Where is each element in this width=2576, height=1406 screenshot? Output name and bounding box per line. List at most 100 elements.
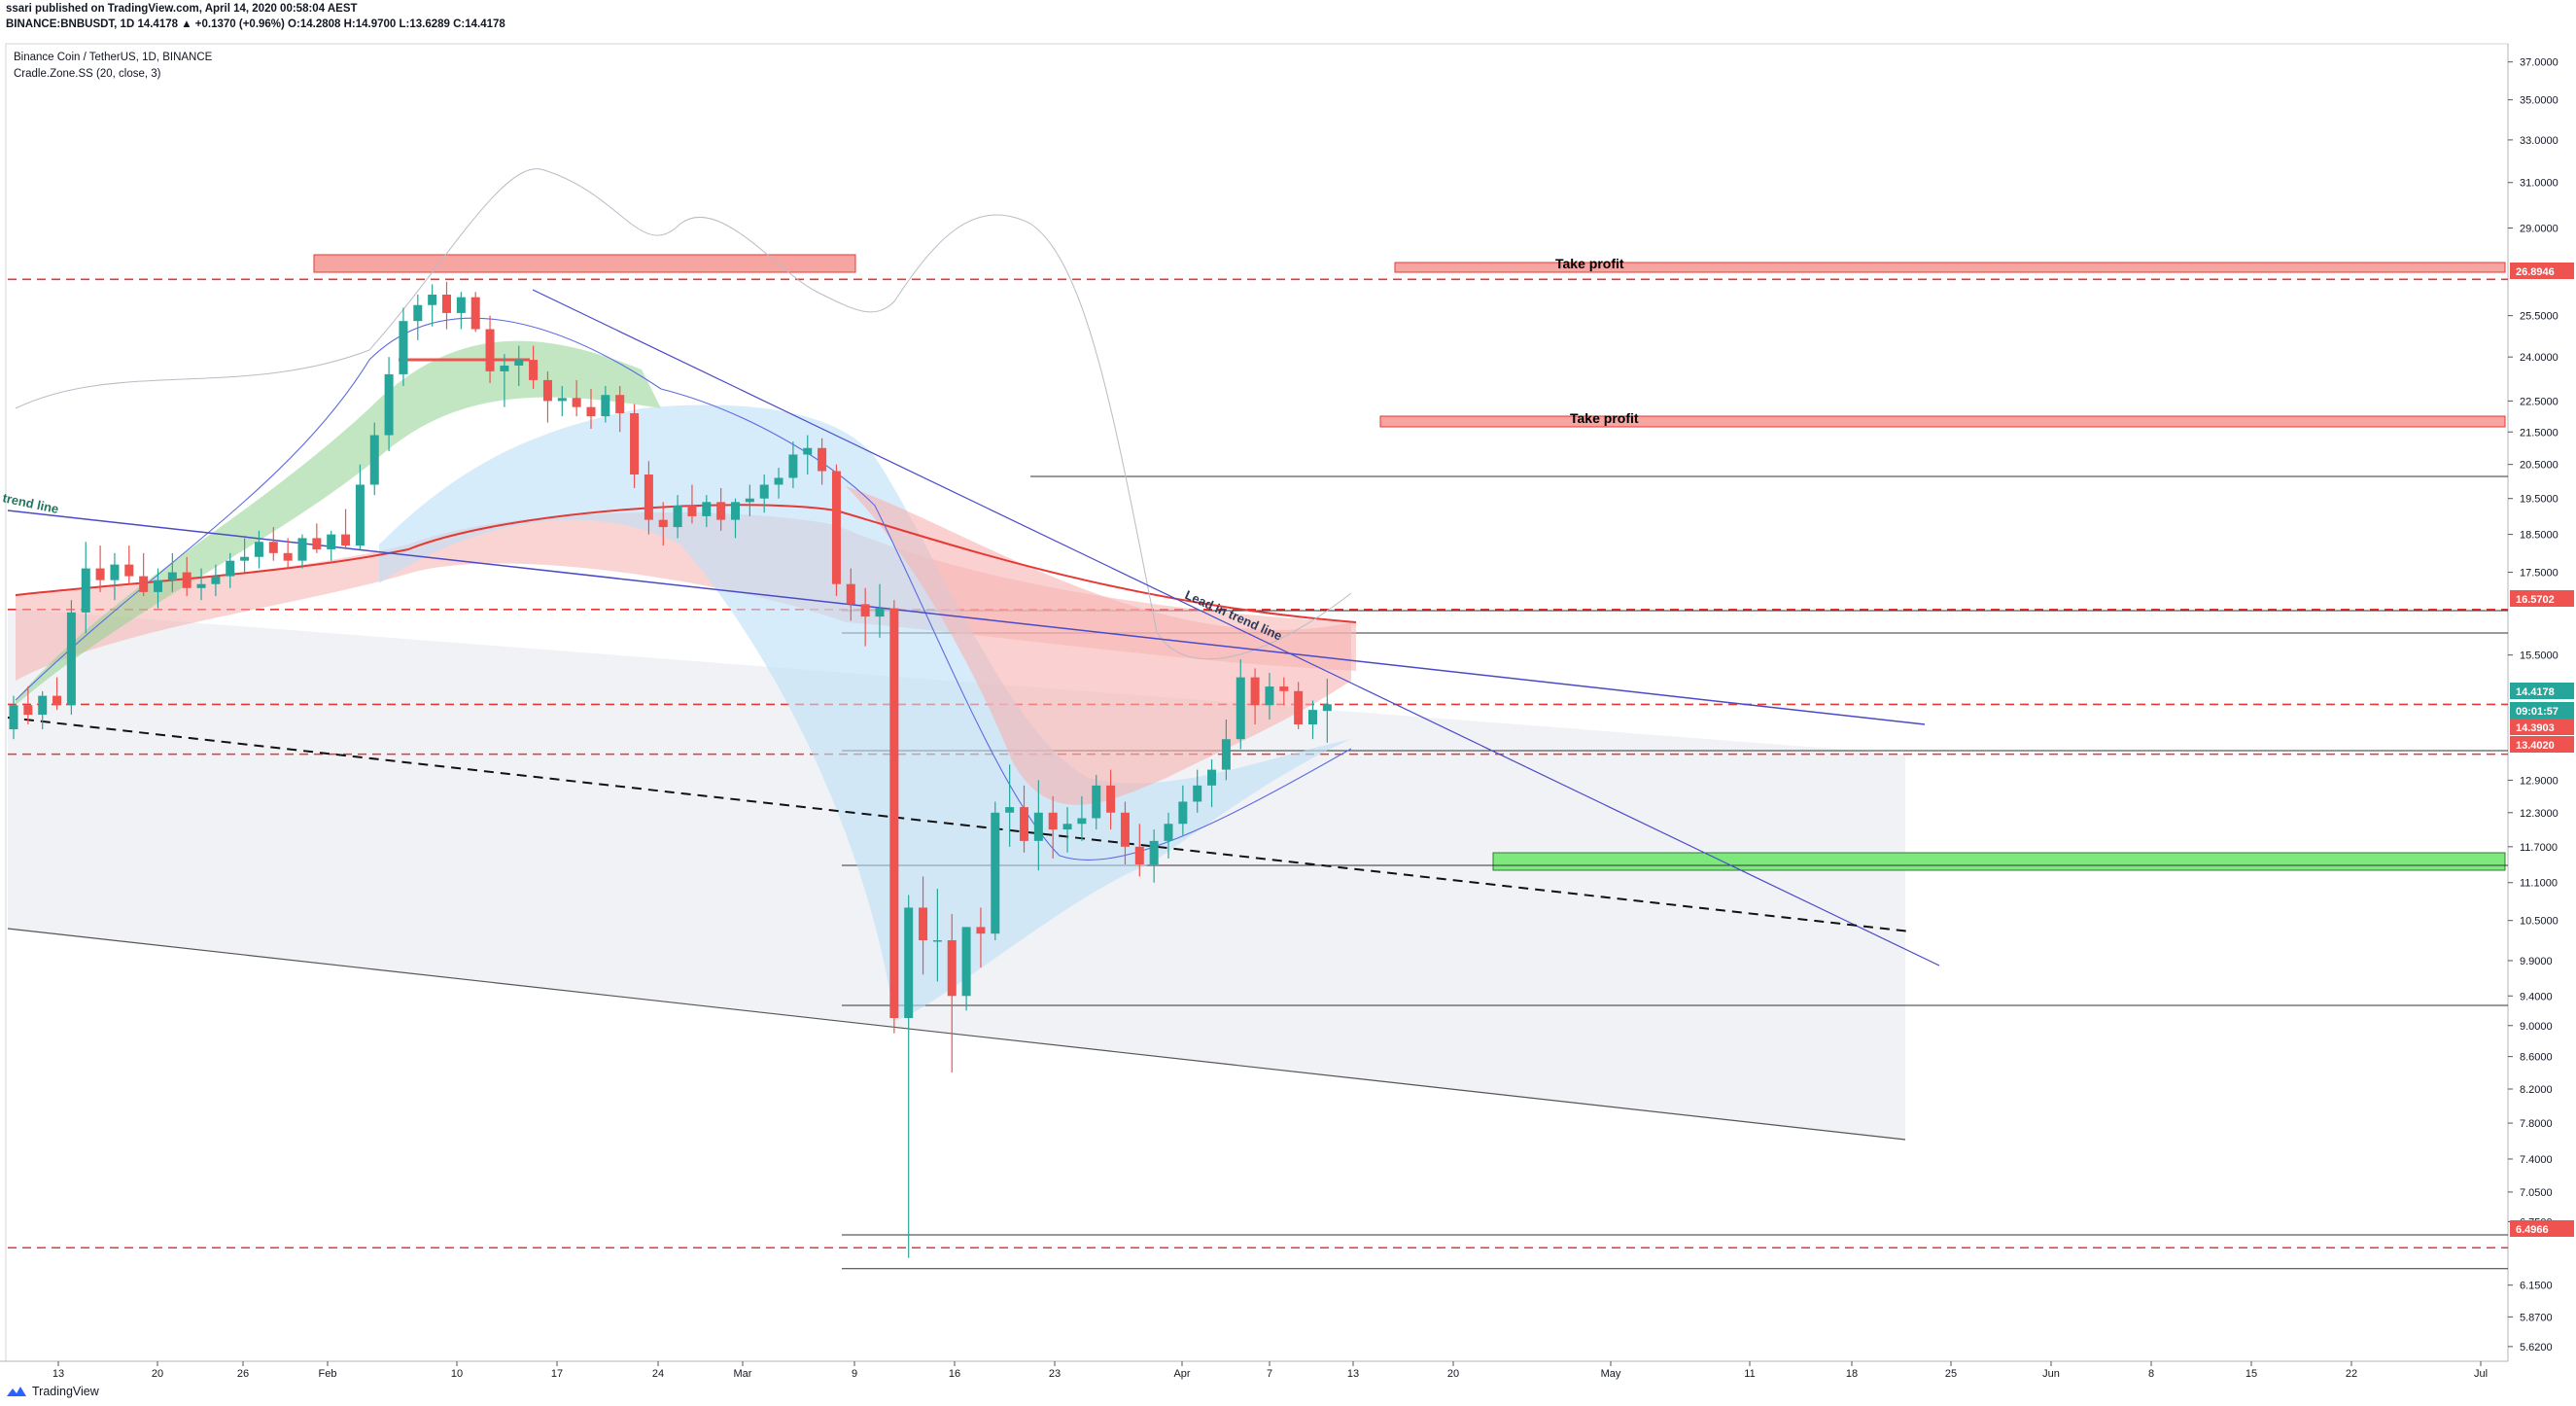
candle-body-75	[1092, 785, 1101, 819]
candle-body-33	[485, 329, 495, 371]
candle-body-76	[1106, 785, 1116, 813]
x-tick-label-6: 24	[652, 1368, 664, 1380]
x-tick-label-10: 23	[1049, 1368, 1061, 1380]
y-tick-label-23: 8.2000	[2520, 1084, 2553, 1096]
price-badge-text-5: 13.4020	[2516, 740, 2555, 752]
candle-59	[860, 587, 870, 647]
candle-90	[1308, 700, 1317, 740]
price-badge-bg-2	[2510, 683, 2574, 699]
x-tick-label-22: 22	[2346, 1368, 2357, 1380]
price-badge-bg-3	[2510, 702, 2574, 719]
candle-body-53	[774, 477, 783, 485]
x-tick-label-11: Apr	[1173, 1368, 1190, 1380]
candle-body-22	[327, 534, 336, 549]
candle-75	[1092, 774, 1101, 830]
candle-body-58	[846, 583, 855, 605]
candle-37	[542, 370, 552, 423]
candle-body-82	[1193, 785, 1202, 802]
candle-27	[399, 307, 408, 386]
candle-10	[154, 568, 162, 609]
candle-body-18	[268, 542, 278, 553]
candle-body-55	[803, 447, 813, 455]
candle-body-86	[1250, 677, 1260, 706]
candle-body-29	[428, 294, 437, 305]
y-tick-label-7: 22.5000	[2520, 396, 2559, 407]
candle-body-63	[919, 907, 928, 941]
candle-body-89	[1294, 690, 1304, 725]
candle-25	[369, 422, 379, 496]
candle-body-57	[831, 471, 841, 584]
price-badge-5: 13.4020	[2510, 736, 2574, 753]
y-tick-label-26: 7.0500	[2520, 1187, 2553, 1199]
y-tick-label-30: 5.6200	[2520, 1342, 2553, 1353]
candle-body-1	[23, 705, 33, 716]
candle-13	[196, 568, 206, 601]
candle-84	[1221, 720, 1231, 781]
candle-body-88	[1279, 686, 1289, 691]
candle-17	[254, 530, 263, 569]
candle-89	[1294, 682, 1304, 730]
candle-21	[312, 523, 322, 553]
candle-body-5	[81, 568, 90, 613]
price-badge-3: 09:01:57	[2510, 702, 2574, 719]
y-tick-label-25: 7.4000	[2520, 1154, 2553, 1166]
candle-body-60	[875, 608, 885, 617]
candle-60	[875, 583, 885, 638]
candle-body-25	[369, 435, 379, 485]
candle-body-42	[615, 395, 625, 413]
candle-39	[572, 379, 581, 417]
candle-body-24	[355, 484, 365, 546]
candle-71	[1033, 780, 1043, 871]
y-tick-label-22: 8.6000	[2520, 1052, 2553, 1064]
candle-12	[182, 556, 191, 597]
candle-40	[586, 389, 596, 430]
candle-72	[1048, 795, 1058, 859]
x-tick-label-7: Mar	[734, 1368, 752, 1380]
x-tick-label-23: Jul	[2474, 1368, 2488, 1380]
x-tick-label-15: May	[1601, 1368, 1621, 1380]
candle-30	[442, 281, 451, 330]
candle-56	[818, 438, 827, 485]
candle-65	[947, 914, 957, 1073]
price-badge-bg-6	[2510, 1220, 2574, 1237]
candle-77	[1120, 801, 1130, 865]
candle-body-23	[341, 534, 351, 546]
x-tick-label-16: 11	[1744, 1368, 1755, 1380]
candle-74	[1077, 795, 1087, 841]
candle-42	[615, 385, 625, 433]
y-tick-label-19: 9.9000	[2520, 956, 2553, 967]
x-tick-label-13: 13	[1347, 1368, 1359, 1380]
candle-26	[384, 357, 394, 452]
candle-body-40	[586, 406, 596, 417]
candle-body-30	[442, 294, 451, 313]
candle-55	[803, 435, 813, 475]
y-tick-label-24: 7.8000	[2520, 1118, 2553, 1130]
x-tick-label-14: 20	[1447, 1368, 1459, 1380]
candle-41	[601, 385, 610, 423]
candle-88	[1279, 677, 1289, 706]
candle-0	[9, 695, 18, 740]
legend-indicator: Cradle.Zone.SS (20, close, 3)	[14, 68, 161, 80]
candle-body-50	[731, 502, 740, 520]
candle-33	[485, 315, 495, 383]
candle-body-41	[601, 395, 610, 417]
candle-15	[226, 552, 235, 588]
candle-50	[731, 498, 740, 539]
support-zone	[1492, 852, 2506, 871]
candle-body-85	[1236, 677, 1245, 740]
candle-body-9	[139, 576, 149, 592]
price-badge-0: 26.8946	[2510, 263, 2574, 279]
candle-22	[327, 530, 336, 561]
take-profit-zone-1	[1394, 262, 2506, 273]
candle-body-59	[860, 604, 870, 617]
price-badge-4: 14.3903	[2510, 719, 2574, 735]
candle-body-34	[500, 365, 509, 371]
x-tick-label-9: 16	[949, 1368, 960, 1380]
green-cloud-ribbon	[16, 340, 661, 705]
price-badge-2: 14.4178	[2510, 683, 2574, 699]
candle-46	[673, 495, 682, 539]
candle-body-52	[759, 484, 769, 499]
tradingview-logo-icon	[7, 1387, 26, 1396]
candle-67	[976, 907, 986, 968]
